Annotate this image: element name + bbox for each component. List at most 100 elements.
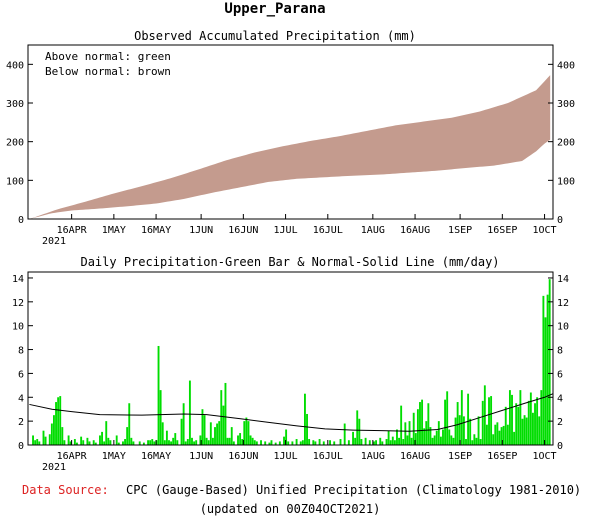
daily-precip-bar bbox=[105, 421, 108, 445]
x-tick-label: 1OCT bbox=[533, 451, 557, 462]
daily-precip-bar bbox=[454, 417, 457, 445]
daily-precip-bar bbox=[50, 423, 53, 445]
daily-precip-bar bbox=[128, 403, 131, 445]
accumulated-x-ticks: 16APR 1MAY 16MAY 1JUN 16JUN 1JUL 16JUL 1AUG 16AU… bbox=[57, 214, 557, 236]
daily-precip-bar bbox=[193, 441, 196, 445]
daily-precip-bar bbox=[304, 393, 306, 445]
daily-x-ticks: 16APR 1MAY 16MAY 1JUN 16JUN 1JUL 16JUL 1AUG 16AU… bbox=[57, 440, 557, 462]
daily-precip-bar bbox=[170, 441, 173, 445]
y-tick-label: 0 bbox=[557, 441, 563, 452]
daily-precip-bar bbox=[523, 415, 526, 445]
updated-note: (updated on 00Z04OCT2021) bbox=[200, 502, 381, 516]
daily-precip-bar bbox=[147, 440, 150, 445]
daily-precip-bar bbox=[92, 440, 95, 445]
daily-precip-bar bbox=[161, 422, 164, 445]
daily-precip-bar bbox=[283, 436, 285, 445]
daily-precip-bar bbox=[255, 441, 258, 445]
accumulated-plot bbox=[29, 75, 551, 219]
daily-precip-bar bbox=[412, 412, 415, 445]
daily-precip-bar bbox=[525, 417, 528, 445]
daily-precip-bar bbox=[260, 440, 262, 445]
daily-precip-bar bbox=[195, 440, 198, 445]
daily-precip-bar bbox=[542, 295, 545, 445]
daily-precip-bar bbox=[239, 433, 242, 445]
y-tick-label: 100 bbox=[557, 176, 575, 187]
y-tick-label: 300 bbox=[6, 99, 24, 110]
x-tick-label: 16MAY bbox=[141, 225, 171, 236]
daily-precip-bar bbox=[477, 416, 480, 445]
daily-precip-bar bbox=[218, 421, 221, 445]
daily-precip-bar bbox=[251, 437, 254, 445]
daily-precip-bar bbox=[414, 433, 417, 445]
daily-precip-bar bbox=[216, 423, 219, 445]
daily-precip-bar bbox=[475, 437, 478, 445]
daily-precip-bar bbox=[527, 400, 530, 445]
daily-precip-bar bbox=[343, 423, 346, 445]
accumulated-frame bbox=[27, 44, 554, 220]
figure-title: Upper_Parana bbox=[224, 1, 325, 17]
daily-precip-bar bbox=[306, 413, 308, 445]
daily-precip-bar bbox=[241, 439, 244, 445]
daily-precip-bar bbox=[469, 418, 472, 445]
daily-precip-bar bbox=[400, 405, 403, 445]
x-tick-label: 16JUL bbox=[313, 225, 343, 236]
daily-precip-bar bbox=[224, 382, 227, 445]
daily-precip-bar bbox=[498, 430, 501, 445]
daily-precip-bar bbox=[548, 279, 551, 445]
x-tick-label: 1AUG bbox=[361, 225, 385, 236]
daily-precip-bar bbox=[339, 439, 342, 445]
y-tick-label: 12 bbox=[12, 298, 24, 309]
daily-y-ticks: 0 0 2 2 4 4 6 6 8 8 10 10 12 12 14 14 bbox=[12, 274, 569, 452]
daily-precip-bar bbox=[253, 440, 256, 445]
daily-precip-bar bbox=[80, 436, 83, 445]
x-tick-label: 16SEP bbox=[487, 451, 517, 462]
daily-precip-bar bbox=[385, 439, 388, 445]
daily-precip-bar bbox=[437, 421, 440, 445]
daily-precip-bar bbox=[55, 402, 57, 445]
daily-precip-bar bbox=[540, 390, 543, 445]
daily-precip-bar bbox=[230, 427, 233, 445]
daily-precip-bar bbox=[423, 428, 426, 445]
daily-precip-bar bbox=[32, 435, 34, 445]
daily-precip-bar bbox=[354, 437, 357, 445]
daily-precip-bar bbox=[322, 441, 325, 445]
x-tick-label: 1SEP bbox=[448, 225, 472, 236]
daily-precip-bar bbox=[402, 439, 405, 445]
daily-precip-bar bbox=[287, 441, 290, 445]
daily-precip-bar bbox=[368, 440, 371, 445]
daily-precip-bar bbox=[180, 418, 183, 445]
daily-precip-bar bbox=[103, 441, 106, 445]
y-tick-label: 0 bbox=[18, 215, 24, 226]
daily-precip-bar bbox=[191, 437, 193, 445]
daily-precip-bar bbox=[504, 406, 507, 445]
daily-precip-bar bbox=[329, 440, 331, 445]
data-source-text: CPC (Gauge-Based) Unified Precipitation … bbox=[126, 483, 581, 497]
daily-precip-bar bbox=[460, 390, 463, 445]
x-tick-label: 1JUN bbox=[189, 225, 213, 236]
y-tick-label: 400 bbox=[557, 60, 575, 71]
daily-precip-bar bbox=[109, 440, 112, 445]
daily-frame bbox=[27, 271, 554, 446]
daily-precip-bar bbox=[515, 403, 518, 445]
y-tick-label: 4 bbox=[18, 393, 24, 404]
daily-precip-bar bbox=[360, 439, 363, 445]
daily-precip-bar bbox=[268, 442, 271, 445]
accumulated-y-ticks: 0 0 100 100 200 200 300 300 400 400 bbox=[6, 60, 575, 226]
daily-precip-bar bbox=[53, 415, 55, 445]
x-tick-label: 16AUG bbox=[400, 451, 430, 462]
x-tick-label: 16JUN bbox=[228, 225, 258, 236]
y-tick-label: 0 bbox=[557, 215, 563, 226]
daily-precip-bar bbox=[544, 317, 547, 445]
y-tick-label: 6 bbox=[18, 369, 24, 380]
daily-precip-bar bbox=[358, 418, 361, 445]
daily-precip-bar bbox=[247, 421, 250, 445]
daily-precip-bar bbox=[151, 439, 154, 445]
x-tick-label: 16JUL bbox=[313, 451, 343, 462]
daily-precip-bar bbox=[333, 441, 336, 445]
daily-year-label: 2021 bbox=[42, 462, 66, 473]
legend-below-normal: Below normal: brown bbox=[45, 65, 171, 78]
daily-precip-bar bbox=[429, 427, 432, 445]
daily-precip-bar bbox=[220, 390, 223, 445]
y-tick-label: 0 bbox=[18, 441, 24, 452]
daily-precip-bar bbox=[521, 418, 524, 445]
